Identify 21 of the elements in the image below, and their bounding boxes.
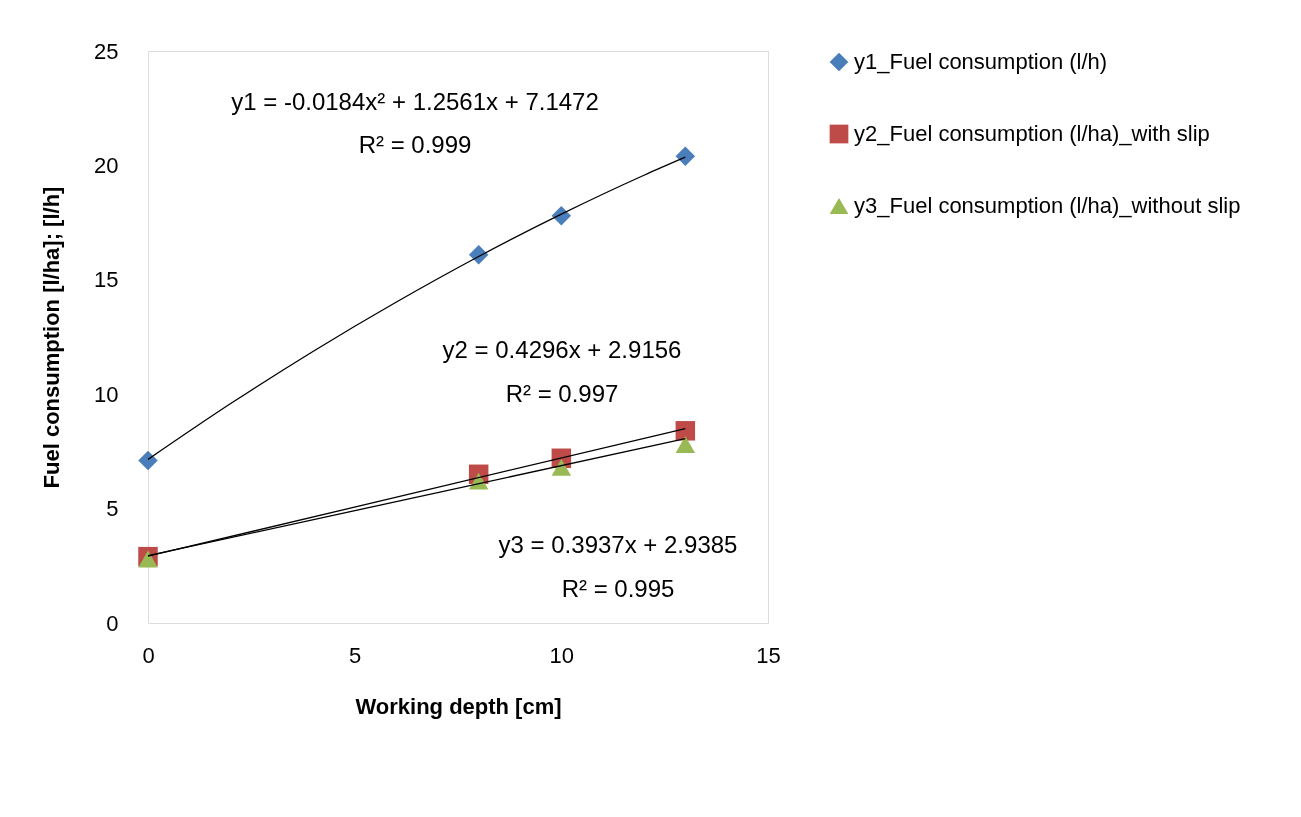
x-tick-label: 10 [549, 642, 575, 668]
legend-label: y3_Fuel consumption (l/ha)_without slip [854, 193, 1241, 218]
annotation: R² = 0.995 [561, 575, 675, 602]
y-tick-label: 20 [94, 152, 119, 178]
annotation: R² = 0.999 [358, 131, 472, 158]
legend-label: y2_Fuel consumption (l/ha)_with slip [854, 121, 1210, 146]
y-tick-label: 0 [106, 610, 119, 636]
legend-label: y1_Fuel consumption (l/h) [854, 49, 1108, 74]
x-tick-label: 0 [142, 642, 155, 668]
annotation: y3 = 0.3937x + 2.9385 [498, 531, 738, 558]
x-axis-title: Working depth [cm] [355, 693, 562, 719]
annotation: y1 = -0.0184x² + 1.2561x + 7.1472 [231, 88, 599, 115]
y-axis-title: Fuel consumption [l/ha]; [l/h] [39, 186, 65, 489]
x-tick-label: 5 [349, 642, 362, 668]
y-tick-label: 15 [94, 267, 119, 293]
y-tick-label: 5 [106, 496, 119, 522]
annotation: R² = 0.997 [505, 380, 619, 407]
x-tick-label: 15 [756, 642, 781, 668]
annotation: y2 = 0.4296x + 2.9156 [442, 336, 682, 363]
y-tick-label: 10 [94, 381, 119, 407]
y-tick-label: 25 [94, 38, 119, 64]
